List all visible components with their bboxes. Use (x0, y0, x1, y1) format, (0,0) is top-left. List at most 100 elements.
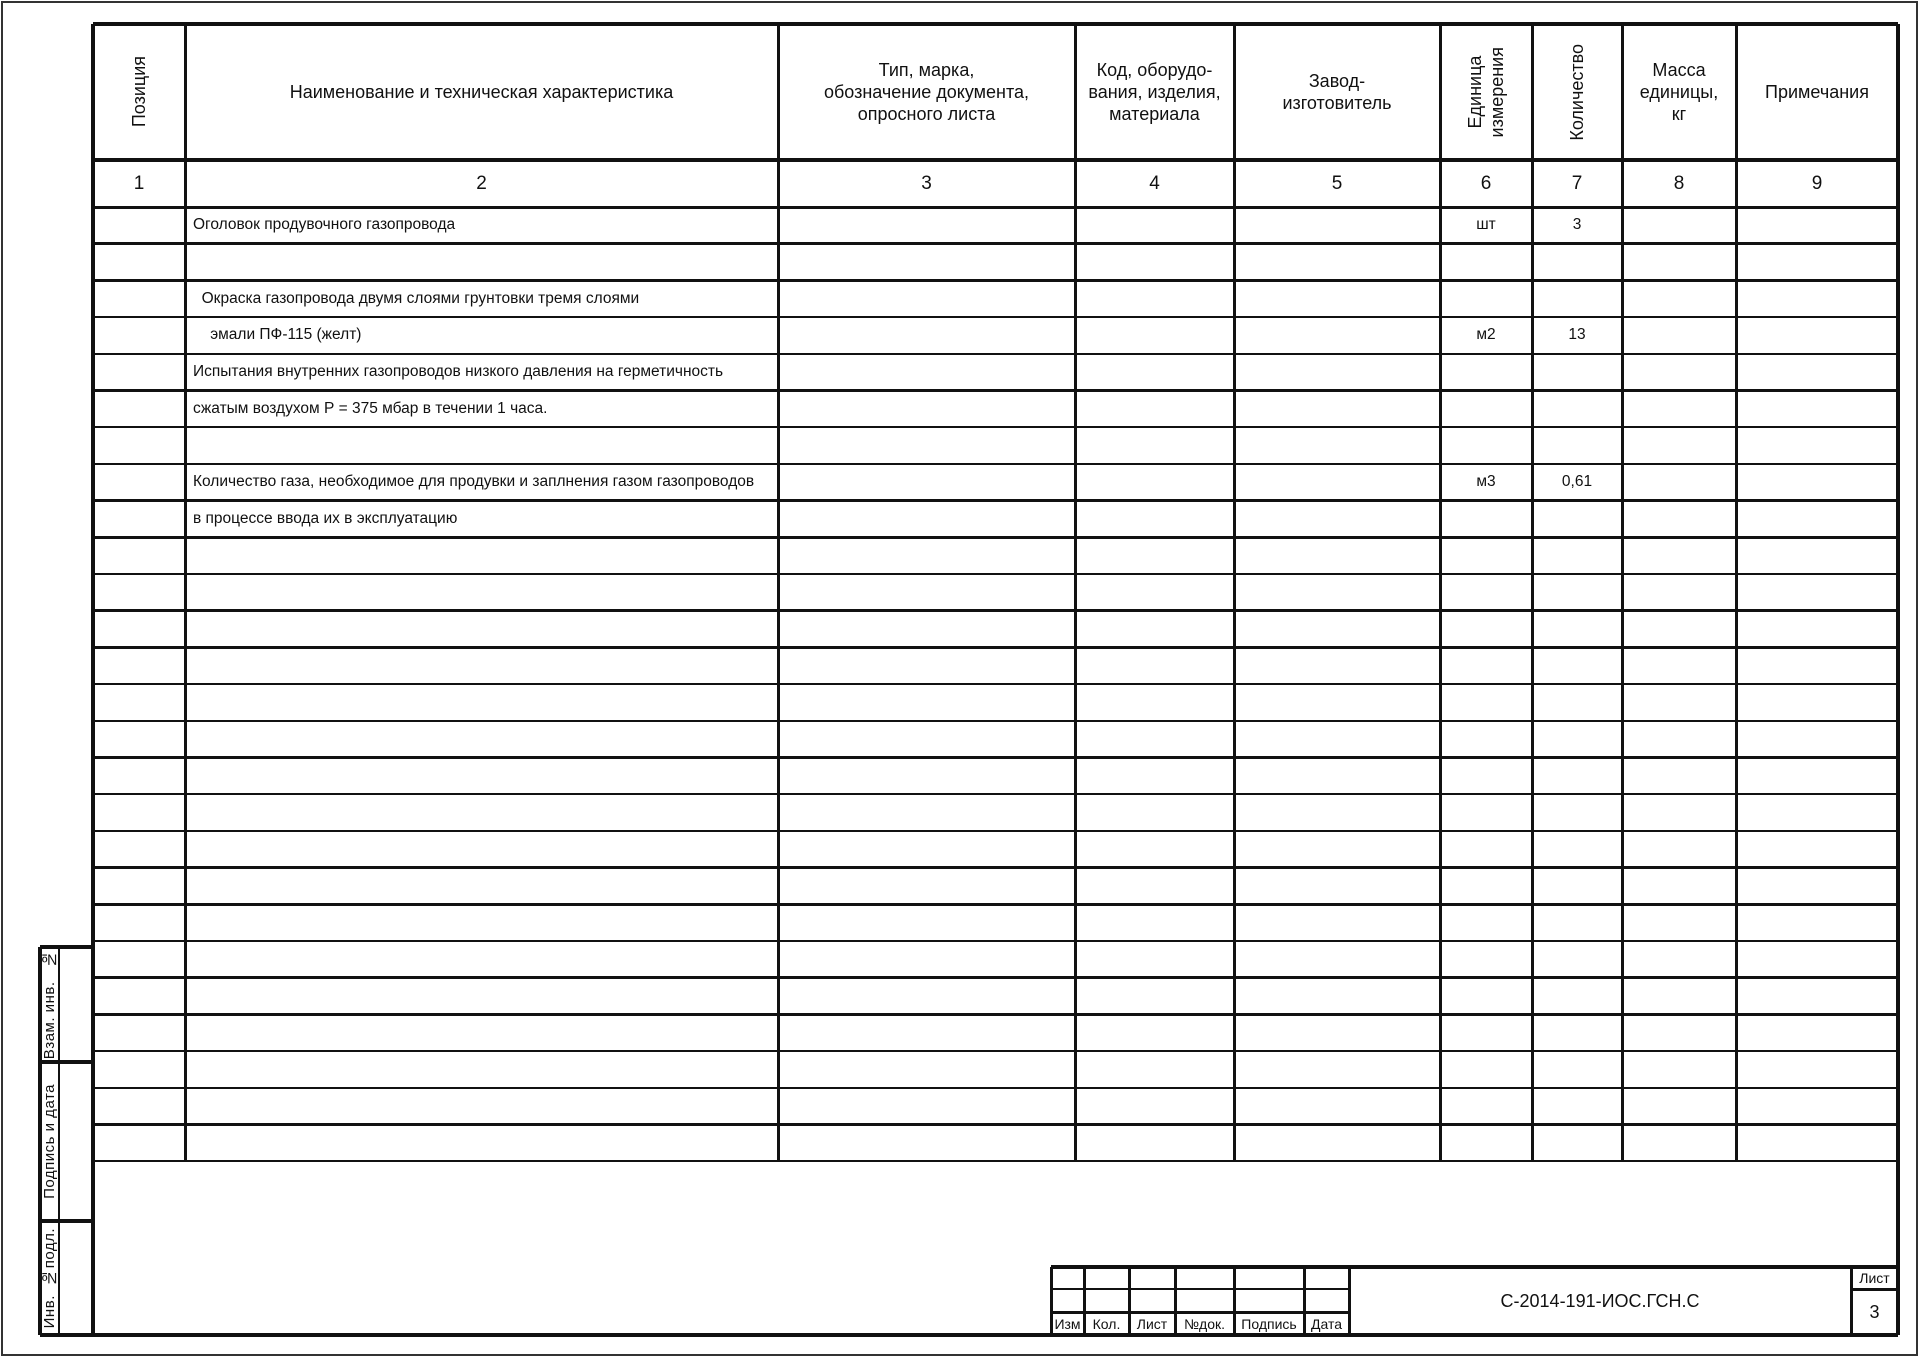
row-divider (93, 352, 1898, 356)
sheet-label: Лист (1859, 1270, 1890, 1286)
column-divider (1530, 24, 1534, 1162)
column-number: 9 (1811, 172, 1823, 194)
row-divider (93, 462, 1898, 466)
row-divider (93, 609, 1898, 612)
column-header-label: Количество (1567, 43, 1587, 141)
column-number: 1 (133, 172, 145, 194)
row-unit (1440, 794, 1532, 831)
row-divider (93, 1049, 1898, 1053)
row-divider (93, 279, 1898, 282)
stamp-divider (40, 1219, 93, 1223)
side-stamp-label: Подпись и дата (40, 1062, 59, 1221)
row-unit (1440, 941, 1532, 978)
column-number: 4 (1149, 172, 1160, 194)
row-quantity: 3 (1572, 216, 1582, 234)
title-block-divider (1173, 1267, 1177, 1335)
row-divider (93, 903, 1898, 906)
column-divider (1232, 24, 1236, 1162)
row-quantity (1532, 574, 1622, 611)
row-quantity (1532, 354, 1622, 391)
title-block-label: №док. (1184, 1315, 1225, 1332)
stamp-divider (40, 1060, 93, 1064)
column-header: Код, оборудо- вания, изделия, материала (1075, 24, 1234, 160)
row-unit (1440, 831, 1532, 868)
row-divider (93, 792, 1898, 796)
row-name (185, 611, 778, 648)
row-unit (1440, 1088, 1532, 1125)
row-unit (1440, 244, 1532, 281)
column-divider (1734, 24, 1738, 1162)
title-block-label: Подпись (1241, 1315, 1297, 1332)
row-divider (93, 646, 1898, 649)
row-divider (93, 499, 1898, 502)
row-unit: м3 (1476, 473, 1496, 491)
row-unit (1440, 501, 1532, 538)
sheet-box-divider (1851, 1287, 1898, 1291)
column-header: Количество (1532, 24, 1622, 160)
column-header-label: Масса единицы, кг (1639, 60, 1719, 124)
side-stamp-replace-inv: Взам. инв. № (41, 949, 58, 1060)
row-quantity (1532, 941, 1622, 978)
row-quantity (1532, 978, 1622, 1015)
row-name (185, 647, 778, 684)
row-unit (1440, 868, 1532, 905)
row-divider (93, 1086, 1898, 1090)
document-code: С-2014-191-ИОС.ГСН.С (1500, 1290, 1700, 1311)
row-quantity (1532, 684, 1622, 721)
row-unit (1440, 391, 1532, 428)
row-quantity: 0,61 (1561, 473, 1593, 491)
column-header-label: Примечания (1765, 82, 1869, 102)
column-divider (1620, 24, 1624, 1162)
column-number: 6 (1480, 172, 1492, 194)
row-unit (1440, 1125, 1532, 1162)
row-unit (1440, 647, 1532, 684)
row-name (185, 904, 778, 941)
column-number: 2 (476, 172, 487, 194)
title-block-divider (1051, 1310, 1349, 1314)
row-divider (93, 389, 1898, 392)
row-name: Оголовок продувочного газопровода (193, 216, 456, 234)
row-divider (93, 1013, 1898, 1016)
row-unit: шт (1476, 216, 1496, 234)
title-block-divider (1051, 1287, 1349, 1291)
column-header-label: Позиция (129, 56, 149, 128)
sheet-box-divider (1849, 1267, 1853, 1335)
row-name (185, 721, 778, 758)
row-name (185, 427, 778, 464)
row-unit (1440, 280, 1532, 317)
title-block-divider (1049, 1267, 1053, 1335)
row-divider (93, 976, 1898, 979)
side-stamp-signature-date: Подпись и дата (41, 1084, 58, 1199)
stamp-inner (57, 947, 61, 1335)
row-name (185, 794, 778, 831)
row-unit (1440, 611, 1532, 648)
stamp-left (38, 947, 42, 1335)
row-name (185, 537, 778, 574)
row-quantity: 13 (1568, 326, 1586, 344)
frame-top (93, 22, 1898, 26)
title-block-top (1051, 1265, 1898, 1269)
title-block-divider (1082, 1267, 1086, 1335)
row-name: Количество газа, необходимое для продувк… (193, 473, 755, 491)
row-unit: м2 (1476, 326, 1496, 344)
row-name (185, 1088, 778, 1125)
column-header: Тип, марка, обозначение документа, опрос… (778, 24, 1075, 160)
row-name (185, 831, 778, 868)
column-number: 3 (921, 172, 932, 194)
row-quantity (1532, 501, 1622, 538)
title-block-divider (1232, 1267, 1236, 1335)
row-name (185, 684, 778, 721)
row-divider (93, 315, 1898, 319)
row-divider (93, 829, 1898, 833)
row-unit (1440, 574, 1532, 611)
row-name: Окраска газопровода двумя слоями грунтов… (193, 289, 640, 307)
row-divider (93, 536, 1898, 539)
row-quantity (1532, 1014, 1622, 1051)
row-name (185, 941, 778, 978)
column-header-label: Единица измерения (1465, 46, 1507, 138)
column-header: Примечания (1736, 24, 1898, 160)
row-unit (1440, 721, 1532, 758)
row-name: эмали ПФ-115 (желт) (193, 326, 362, 344)
stamp-divider (40, 945, 93, 949)
title-block-divider (1347, 1267, 1351, 1335)
